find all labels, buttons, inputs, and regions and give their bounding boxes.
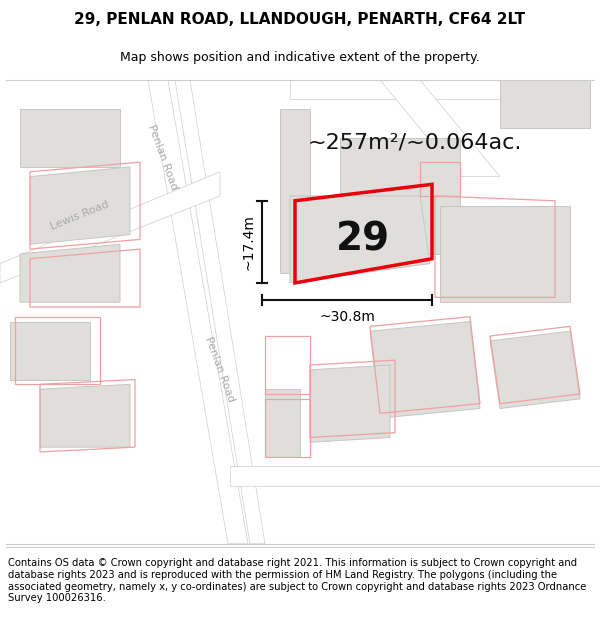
Polygon shape [280, 109, 310, 273]
Polygon shape [0, 172, 220, 283]
Text: Map shows position and indicative extent of the property.: Map shows position and indicative extent… [120, 51, 480, 64]
Text: ~30.8m: ~30.8m [319, 310, 375, 324]
Polygon shape [30, 167, 130, 244]
Polygon shape [340, 138, 460, 254]
Polygon shape [148, 80, 248, 544]
Text: Penlan Road: Penlan Road [146, 123, 179, 191]
Polygon shape [265, 389, 300, 457]
Text: Penlan Road: Penlan Road [203, 336, 236, 404]
Text: ~257m²/~0.064ac.: ~257m²/~0.064ac. [308, 132, 522, 152]
Text: 29: 29 [336, 221, 390, 258]
Polygon shape [20, 244, 120, 302]
Polygon shape [175, 80, 265, 544]
Polygon shape [230, 466, 600, 486]
Polygon shape [500, 80, 590, 128]
Polygon shape [310, 365, 390, 442]
Polygon shape [40, 384, 130, 447]
Polygon shape [380, 80, 500, 177]
Polygon shape [290, 196, 430, 283]
Polygon shape [370, 321, 480, 418]
Polygon shape [490, 331, 580, 409]
Polygon shape [290, 80, 580, 99]
Polygon shape [10, 321, 90, 379]
Text: Lewis Road: Lewis Road [49, 199, 111, 232]
Polygon shape [440, 206, 570, 302]
Text: Contains OS data © Crown copyright and database right 2021. This information is : Contains OS data © Crown copyright and d… [8, 558, 586, 603]
Text: 29, PENLAN ROAD, LLANDOUGH, PENARTH, CF64 2LT: 29, PENLAN ROAD, LLANDOUGH, PENARTH, CF6… [74, 12, 526, 28]
Text: ~17.4m: ~17.4m [241, 214, 255, 270]
Polygon shape [20, 109, 120, 167]
